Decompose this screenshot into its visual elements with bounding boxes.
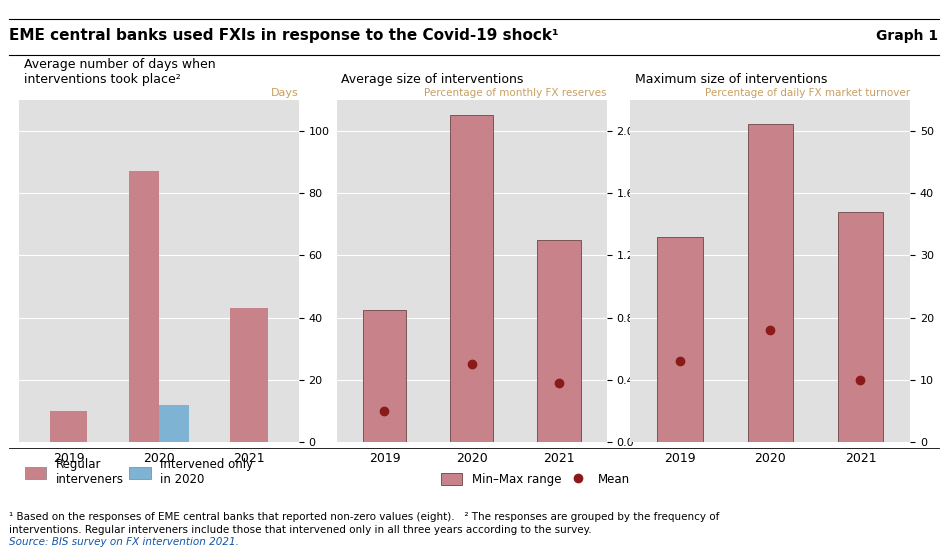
Text: Average size of interventions: Average size of interventions: [341, 72, 523, 86]
Text: Graph 1: Graph 1: [876, 29, 939, 43]
Text: Source: BIS survey on FX intervention 2021.: Source: BIS survey on FX intervention 20…: [9, 538, 239, 547]
Bar: [658, 237, 702, 442]
Bar: [838, 212, 883, 442]
Legend: Regular
interveners, Intervened only
in 2020: Regular interveners, Intervened only in …: [25, 458, 253, 486]
Legend: Min–Max range, Mean: Min–Max range, Mean: [441, 473, 630, 486]
Text: Percentage of daily FX market turnover: Percentage of daily FX market turnover: [705, 88, 910, 98]
Bar: [158, 405, 189, 442]
Text: interventions. Regular interveners include those that intervened only in all thr: interventions. Regular interveners inclu…: [9, 525, 592, 535]
Text: Days: Days: [271, 88, 299, 98]
Text: Average number of days when
interventions took place²: Average number of days when intervention…: [24, 58, 215, 86]
Bar: [129, 171, 159, 442]
Text: Maximum size of interventions: Maximum size of interventions: [635, 72, 828, 86]
Text: ¹ Based on the responses of EME central banks that reported non-zero values (eig: ¹ Based on the responses of EME central …: [9, 512, 720, 521]
Bar: [230, 309, 267, 442]
Bar: [450, 115, 493, 442]
Bar: [537, 240, 580, 442]
Text: Percentage of monthly FX reserves: Percentage of monthly FX reserves: [424, 88, 607, 98]
Text: EME central banks used FXIs in response to the Covid-19 shock¹: EME central banks used FXIs in response …: [9, 28, 559, 44]
Bar: [363, 310, 407, 442]
Bar: [50, 411, 87, 442]
Bar: [748, 124, 793, 442]
